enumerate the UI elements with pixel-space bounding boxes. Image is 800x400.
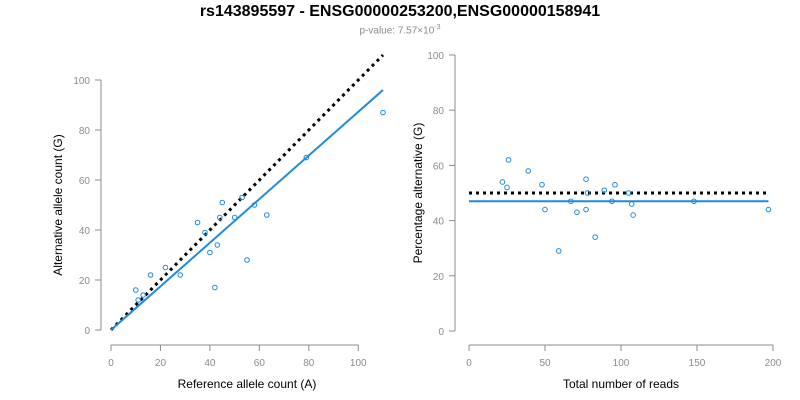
chart2-data-point <box>592 234 598 240</box>
chart2-data-point <box>630 212 636 218</box>
chart1-x-tick-label: 100 <box>350 358 367 369</box>
chart1-y-tick-label: 80 <box>79 126 91 137</box>
chart2-data-point <box>525 168 532 174</box>
chart2-y-tick-label: 0 <box>438 327 444 338</box>
chart1-x-tick-label: 80 <box>303 358 315 369</box>
chart1-data-point <box>162 264 169 271</box>
chart-title: rs143895597 - ENSG00000253200,ENSG000001… <box>199 3 601 20</box>
chart1-y-tick-label: 0 <box>84 326 90 337</box>
chart2-y-tick-label: 80 <box>433 106 445 117</box>
chart2-data-point <box>539 181 545 188</box>
chart1-data-point <box>202 229 208 236</box>
chart1-fit-line <box>110 89 384 331</box>
chart1-x-axis-title: Reference allele count (A) <box>178 377 317 391</box>
chart1-y-axis-title: Alternative allele count (G) <box>51 134 65 275</box>
chart1-data-point <box>212 284 218 291</box>
chart1-data-point <box>380 109 386 116</box>
chart2-data-point <box>628 201 635 207</box>
chart2-data-point <box>625 190 632 196</box>
chart1-data-point <box>214 242 221 248</box>
chart2-y-tick-label: 20 <box>433 272 445 283</box>
chart2-data-point <box>583 206 589 213</box>
chart2-data-point <box>574 209 580 216</box>
chart2-data-point <box>568 198 574 205</box>
chart2-data-point <box>499 179 506 185</box>
chart2-y-axis-title: Percentage alternative (G) <box>411 123 425 264</box>
chart1-data-point <box>207 249 213 256</box>
chart2-data-point <box>691 198 697 205</box>
chart1-y-tick-label: 100 <box>73 76 90 87</box>
chart2-y-tick-label: 40 <box>433 217 445 228</box>
chart2-data-point <box>601 187 608 194</box>
chart2-x-tick-label: 50 <box>539 358 551 369</box>
chart2-data-point <box>584 190 591 196</box>
chart1-data-point <box>263 212 270 218</box>
chart2-data-point <box>504 184 510 191</box>
chart1-data-point <box>231 214 238 221</box>
chart1-data-point <box>135 297 141 303</box>
chart1-x-tick-label: 40 <box>204 358 216 369</box>
chart2-x-tick-label: 100 <box>613 358 630 369</box>
chart2-x-tick-label: 200 <box>765 358 782 369</box>
chart1-y-tick-label: 60 <box>79 176 91 187</box>
chart1-data-point <box>194 219 201 226</box>
chart2-data-point <box>765 206 772 213</box>
chart1-data-point <box>140 292 146 298</box>
chart1-data-point <box>303 154 310 161</box>
chart1-data-point <box>239 194 245 201</box>
chart1-x-tick-label: 0 <box>108 358 114 369</box>
p-value-text: p-value: 7.57×10 <box>359 25 435 37</box>
chart1-reference-line <box>109 53 385 332</box>
p-value-exponent: -3 <box>434 24 441 31</box>
chart1-data-point <box>251 202 258 208</box>
chart1-y-tick-label: 40 <box>79 226 91 237</box>
chart2-x-axis-title: Total number of reads <box>563 377 679 391</box>
chart2-y-tick-label: 100 <box>427 51 444 62</box>
chart2-data-point <box>505 157 512 163</box>
p-value-subtitle: p-value: 7.57×10-3 <box>0 24 800 36</box>
chart1-data-point <box>147 272 154 278</box>
chart2-data-point <box>542 206 548 213</box>
chart1-x-tick-label: 20 <box>155 358 167 369</box>
chart2-x-tick-label: 150 <box>689 358 706 369</box>
chart2-x-tick-label: 0 <box>466 358 472 369</box>
chart2-data-point <box>609 198 615 205</box>
chart1-y-tick-label: 20 <box>79 276 91 287</box>
chart1-data-point <box>132 287 139 293</box>
chart1-data-point <box>177 272 184 278</box>
chart1-data-point <box>217 214 223 221</box>
chart1-x-tick-label: 60 <box>254 358 266 369</box>
chart1-data-point <box>244 257 250 263</box>
chart2-data-point <box>583 176 589 182</box>
chart1-data-point <box>219 199 226 206</box>
chart2-data-point <box>555 248 562 254</box>
chart2-data-point <box>612 181 618 188</box>
chart2-y-tick-label: 60 <box>433 161 445 172</box>
